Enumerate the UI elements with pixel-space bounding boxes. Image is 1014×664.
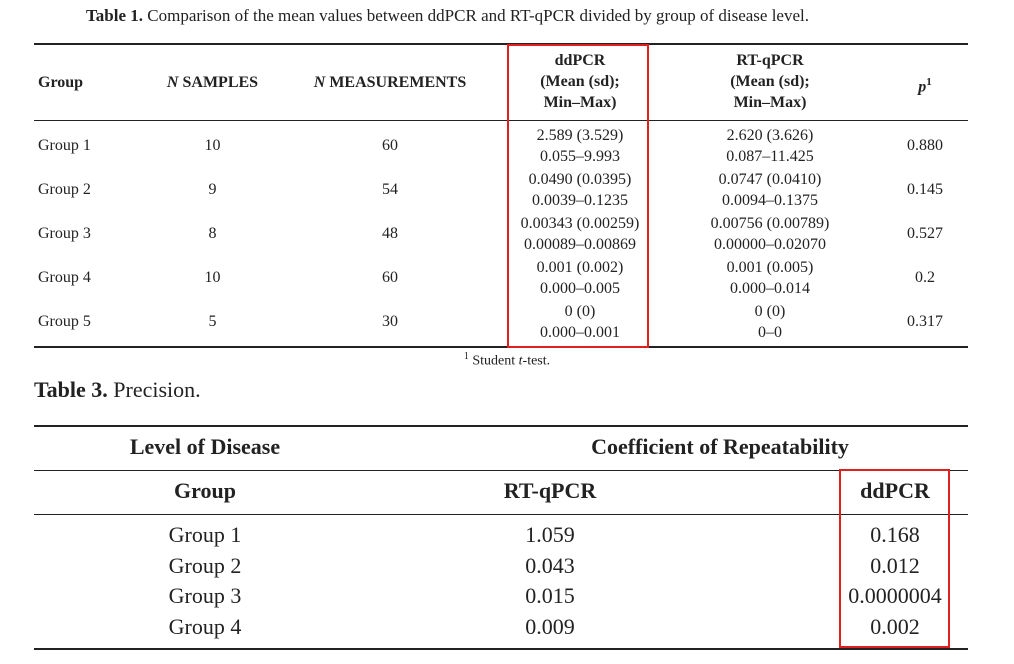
ddpcr-value-highlight-box — [839, 469, 950, 648]
table-cell-rt-mean: 0.001 (0.005) — [726, 259, 814, 276]
table-cell-dd-range: 0.000–0.005 — [540, 280, 620, 297]
table-cell-rt-range: 0.087–11.425 — [726, 148, 814, 165]
table3-caption-text: Precision. — [107, 377, 201, 402]
table-cell-samples: 10 — [204, 137, 221, 154]
table-cell-dd: 0.001 (0.002) 0.000–0.005 — [500, 256, 660, 300]
table-cell-rtqpcr: 1.059 — [525, 522, 575, 547]
table3-mid-rule — [34, 470, 968, 471]
table-cell-measurements: 60 — [382, 269, 398, 286]
table-cell-p: 0.145 — [907, 181, 943, 198]
table3-top-rule — [34, 425, 968, 427]
table-cell-group: Group 2 — [38, 181, 91, 198]
t1-header-ddpcr: ddPCR (Mean (sd); Min–Max) — [540, 52, 620, 111]
table-cell-dd-mean: 0.0490 (0.0395) — [528, 171, 632, 188]
t3-header-group: Group — [174, 478, 236, 503]
table-cell-ddpcr: 0.012 — [870, 552, 920, 578]
t3-header-rtqpcr: RT-qPCR — [503, 478, 597, 503]
table3-caption-label: Table 3. — [34, 377, 108, 402]
table-cell-rt-mean: 0 (0) — [754, 303, 786, 320]
t1-header-measurements: N MEASUREMENTS — [313, 74, 467, 91]
table-cell-dd: 0 (0) 0.000–0.001 — [500, 300, 660, 344]
table-cell-group: Group 2 — [168, 552, 242, 578]
table3-header-rule — [34, 514, 968, 515]
table-cell-dd: 2.589 (3.529) 0.055–9.993 — [500, 124, 660, 168]
table-cell-rtqpcr: 0.015 — [525, 583, 575, 608]
table-cell-rt: 0.001 (0.005) 0.000–0.014 — [690, 256, 850, 300]
table-cell-group: Group 3 — [168, 583, 242, 608]
table-cell-samples: 10 — [204, 269, 221, 286]
table-cell-ddpcr: 0.168 — [870, 522, 920, 547]
table-row: Group 4 0.009 0.002 — [0, 612, 1014, 642]
table-row: Group 2 9 54 0.0490 (0.0395) 0.0039–0.1235 0.… — [0, 168, 1014, 212]
table-cell-group: Group 5 — [38, 313, 91, 330]
table-cell-rt-range: 0–0 — [758, 324, 782, 341]
table-cell-rt-mean: 0.00756 (0.00789) — [710, 215, 830, 232]
t3-header-ddpcr: ddPCR — [860, 478, 930, 503]
table-cell-dd-range: 0.00089–0.00869 — [524, 236, 636, 253]
table1-caption: Table 1. Comparison of the mean values b… — [86, 6, 809, 26]
t1-header-samples: N SAMPLES — [166, 74, 259, 91]
table-cell-p: 0.880 — [907, 137, 943, 154]
table-cell-dd: 0.0490 (0.0395) 0.0039–0.1235 — [500, 168, 660, 212]
table-cell-dd-range: 0.055–9.993 — [540, 148, 620, 165]
table-cell-rt-mean: 0.0747 (0.0410) — [718, 171, 822, 188]
table-cell-p: 0.2 — [915, 269, 935, 286]
table1-bottom-rule — [34, 346, 968, 348]
t1-header-p: p1 — [918, 76, 932, 96]
table-cell-group: Group 1 — [38, 137, 91, 154]
table-cell-rt: 2.620 (3.626) 0.087–11.425 — [690, 124, 850, 168]
table-cell-ddpcr: 0.0000004 — [848, 583, 942, 608]
table-cell-rt-range: 0.00000–0.02070 — [714, 236, 826, 253]
table1-header-rule — [34, 120, 968, 121]
table-cell-samples: 5 — [208, 313, 217, 330]
table-cell-measurements: 30 — [382, 313, 398, 330]
table-cell-p: 0.527 — [907, 225, 943, 242]
table-cell-rtqpcr: 0.009 — [525, 613, 575, 639]
table-cell-dd-mean: 0.001 (0.002) — [536, 259, 624, 276]
table-cell-measurements: 54 — [382, 181, 398, 198]
table1-top-rule — [34, 43, 968, 45]
t3-header-level-of-disease: Level of Disease — [129, 434, 281, 459]
table-cell-dd-range: 0.0039–0.1235 — [532, 192, 628, 209]
table-cell-group: Group 4 — [168, 613, 242, 639]
ddpcr-column-highlight-box — [507, 44, 649, 348]
table-cell-rt: 0 (0) 0–0 — [690, 300, 850, 344]
table1-caption-label: Table 1. — [86, 6, 144, 25]
table-cell-dd-mean: 2.589 (3.529) — [536, 127, 624, 144]
table-row: Group 3 8 48 0.00343 (0.00259) 0.00089–0.008… — [0, 212, 1014, 256]
t1-header-group: Group — [38, 74, 84, 91]
t1-header-rtqpcr: RT-qPCR (Mean (sd); Min–Max) — [730, 52, 810, 111]
table-cell-group: Group 4 — [38, 269, 91, 286]
table-row: Group 4 10 60 0.001 (0.002) 0.000–0.005 0.001… — [0, 256, 1014, 300]
table-cell-dd-mean: 0.00343 (0.00259) — [520, 215, 640, 232]
table-cell-group: Group 1 — [168, 522, 242, 547]
table-cell-rt-mean: 2.620 (3.626) — [726, 127, 814, 144]
table-cell-rtqpcr: 0.043 — [525, 552, 575, 578]
table1-caption-text: Comparison of the mean values between dd… — [143, 6, 809, 25]
table-cell-rt: 0.00756 (0.00789) 0.00000–0.02070 — [690, 212, 850, 256]
table-cell-samples: 9 — [208, 181, 217, 198]
table-row: Group 1 10 60 2.589 (3.529) 0.055–9.993 2.620… — [0, 124, 1014, 168]
table-row: Group 5 5 30 0 (0) 0.000–0.001 0 (0) 0–0 0.317 — [0, 300, 1014, 344]
table-cell-rt: 0.0747 (0.0410) 0.0094–0.1375 — [690, 168, 850, 212]
table3-caption: Table 3. Precision. — [34, 377, 201, 403]
table-cell-ddpcr: 0.002 — [870, 613, 920, 639]
table-cell-measurements: 60 — [382, 137, 398, 154]
table-cell-dd-mean: 0 (0) — [564, 303, 596, 320]
table-cell-samples: 8 — [208, 225, 217, 242]
table-cell-dd-range: 0.000–0.001 — [540, 324, 620, 341]
table-row: Group 2 0.043 0.012 — [0, 551, 1014, 581]
table-cell-p: 0.317 — [907, 313, 943, 330]
table-row: Group 3 0.015 0.0000004 — [0, 581, 1014, 611]
table-cell-measurements: 48 — [382, 225, 398, 242]
table-cell-rt-range: 0.000–0.014 — [730, 280, 810, 297]
table-row: Group 1 1.059 0.168 — [0, 520, 1014, 550]
table1-footnote: 1 Student t-test. — [463, 351, 551, 369]
table-cell-dd: 0.00343 (0.00259) 0.00089–0.00869 — [500, 212, 660, 256]
table-cell-group: Group 3 — [38, 225, 91, 242]
table3-bottom-rule — [34, 648, 968, 650]
table-cell-rt-range: 0.0094–0.1375 — [722, 192, 818, 209]
t3-header-coefficient: Coefficient of Repeatability — [591, 434, 849, 459]
